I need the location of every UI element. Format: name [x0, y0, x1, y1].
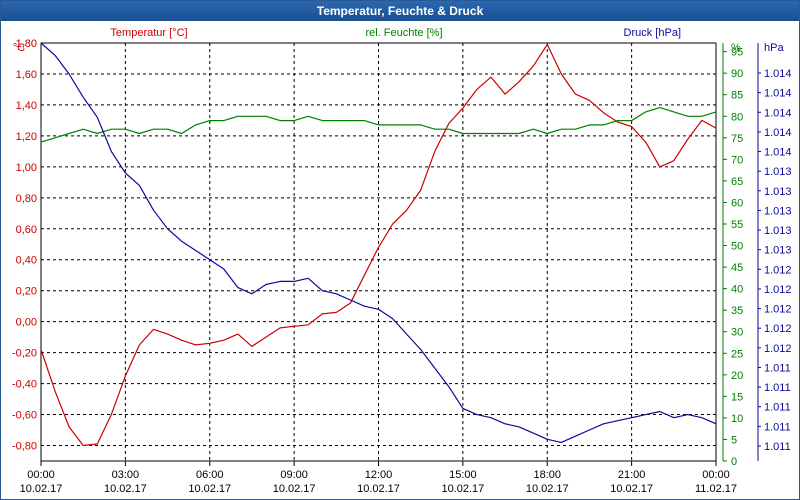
x-tick-label-date: 11.02.17 [695, 483, 737, 495]
pressure-tick-label: 1.014 [764, 147, 792, 159]
pressure-tick-label: 1.011 [764, 382, 791, 394]
pressure-tick-label: 1.014 [764, 68, 792, 80]
humidity-tick-label: 20 [731, 370, 743, 382]
pressure-tick-label: 1.013 [764, 225, 792, 237]
temperature-tick-label: -0,20 [12, 348, 37, 360]
x-tick-label-date: 10.02.17 [188, 483, 231, 495]
pressure-tick-label: 1.013 [764, 166, 792, 178]
humidity-tick-label: 40 [731, 284, 743, 296]
x-tick-label-time: 18:00 [533, 469, 561, 481]
temperature-tick-label: 1,80 [16, 38, 37, 50]
temperature-unit-label: °C [13, 42, 25, 54]
series-line-pressure [40, 42, 717, 443]
humidity-tick-label: 10 [731, 413, 743, 425]
pressure-tick-label: 1.013 [764, 245, 792, 257]
x-tick-label-date: 10.02.17 [273, 483, 316, 495]
humidity-tick-label: 25 [731, 348, 743, 360]
x-tick-label-time: 00:00 [27, 469, 55, 481]
humidity-tick-label: 0 [731, 456, 737, 468]
humidity-tick-label: 60 [731, 197, 743, 209]
pressure-tick-label: 1.013 [764, 186, 792, 198]
temperature-tick-label: -0,60 [12, 410, 37, 422]
temperature-tick-label: 1,00 [16, 162, 37, 174]
x-tick-label-time: 21:00 [618, 469, 646, 481]
x-tick-label-date: 10.02.17 [357, 483, 400, 495]
pressure-tick-label: 1.013 [764, 205, 792, 217]
humidity-tick-label: 35 [731, 305, 743, 317]
pressure-tick-label: 1.014 [764, 127, 792, 139]
x-tick-label-date: 10.02.17 [441, 483, 484, 495]
temperature-tick-label: -0,40 [12, 379, 37, 391]
x-tick-label-time: 15:00 [449, 469, 477, 481]
x-tick-label-time: 12:00 [365, 469, 393, 481]
temperature-tick-label: 1,60 [16, 69, 37, 81]
x-tick-label-date: 10.02.17 [20, 483, 63, 495]
x-tick-label-time: 09:00 [280, 469, 308, 481]
temperature-tick-label: 1,40 [16, 100, 37, 112]
humidity-unit-label: % [731, 42, 741, 54]
window-title: Temperatur, Feuchte & Druck [1, 1, 799, 21]
humidity-tick-label: 55 [731, 219, 743, 231]
pressure-tick-label: 1.014 [764, 107, 792, 119]
humidity-tick-label: 90 [731, 68, 743, 80]
pressure-tick-label: 1.011 [764, 402, 791, 414]
pressure-unit-label: hPa [764, 42, 784, 54]
temperature-tick-label: 0,40 [16, 255, 37, 267]
legend-humidity: rel. Feuchte [%] [365, 27, 442, 39]
chart-canvas: 00:00 10.02.17 03:00 10.02.17 06:00 10.02.17 0… [12, 27, 792, 495]
legend-pressure: Druck [hPa] [624, 27, 681, 39]
humidity-tick-label: 75 [731, 133, 743, 145]
series-line-humidity [40, 106, 717, 143]
pressure-tick-label: 1.012 [764, 323, 792, 335]
temperature-tick-label: 0,00 [16, 317, 37, 329]
pressure-tick-label: 1.011 [764, 421, 791, 433]
pressure-tick-label: 1.012 [764, 304, 792, 316]
legend-temperature: Temperatur [°C] [110, 27, 187, 39]
humidity-tick-label: 70 [731, 154, 743, 166]
humidity-tick-label: 80 [731, 111, 743, 123]
temperature-tick-label: 0,20 [16, 286, 37, 298]
humidity-tick-label: 95 [731, 47, 743, 59]
humidity-tick-label: 30 [731, 327, 743, 339]
x-tick-label-time: 03:00 [112, 469, 140, 481]
x-tick-label-time: 06:00 [196, 469, 224, 481]
humidity-tick-label: 5 [731, 434, 737, 446]
pressure-tick-label: 1.012 [764, 343, 792, 355]
humidity-tick-label: 65 [731, 176, 743, 188]
pressure-tick-label: 1.014 [764, 88, 792, 100]
x-tick-label-time: 00:00 [702, 469, 730, 481]
pressure-tick-label: 1.011 [764, 441, 791, 453]
temperature-tick-label: 0,80 [16, 193, 37, 205]
pressure-tick-label: 1.012 [764, 264, 792, 276]
humidity-tick-label: 50 [731, 241, 743, 253]
series-line-temperature [40, 43, 717, 447]
temperature-tick-label: 0,60 [16, 224, 37, 236]
pressure-tick-label: 1.012 [764, 284, 792, 296]
temperature-tick-label: 1,20 [16, 131, 37, 143]
humidity-tick-label: 15 [731, 391, 743, 403]
temperature-tick-label: -0,80 [12, 441, 37, 453]
humidity-tick-label: 85 [731, 90, 743, 102]
humidity-tick-label: 45 [731, 262, 743, 274]
x-tick-label-date: 10.02.17 [610, 483, 653, 495]
pressure-tick-label: 1.011 [764, 362, 791, 374]
x-tick-label-date: 10.02.17 [104, 483, 147, 495]
x-tick-label-date: 10.02.17 [526, 483, 569, 495]
